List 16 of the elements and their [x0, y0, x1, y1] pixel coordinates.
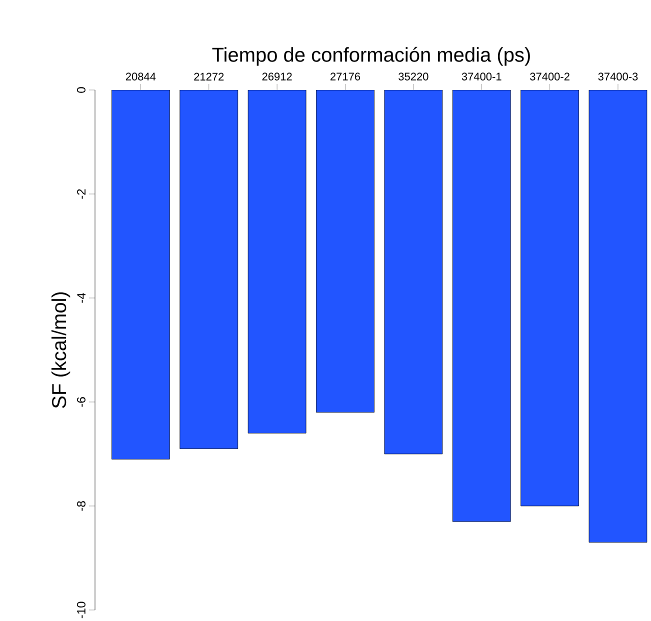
x-tick-label: 21272	[194, 72, 224, 80]
x-tick-label: 37400-1	[462, 72, 502, 80]
y-tick-label: -6	[76, 397, 86, 407]
x-tick-label: 35220	[398, 72, 428, 80]
x-tick-label: 26912	[262, 72, 292, 80]
y-axis-title: SF (kcal/mol)	[51, 292, 70, 408]
y-tick-label: -2	[77, 189, 86, 199]
y-tick-label: 0	[76, 87, 86, 93]
y-tick-label: -8	[76, 501, 86, 511]
y-tick-label: -10	[76, 602, 86, 618]
x-axis-title: Tiempo de conformación media (ps)	[212, 46, 530, 66]
x-tick-label: 20844	[126, 72, 156, 80]
x-tick-label: 37400-3	[598, 72, 638, 80]
x-tick-label: 37400-2	[530, 72, 570, 80]
y-tick-label: -4	[77, 293, 86, 303]
x-tick-label: 27176	[330, 72, 360, 80]
